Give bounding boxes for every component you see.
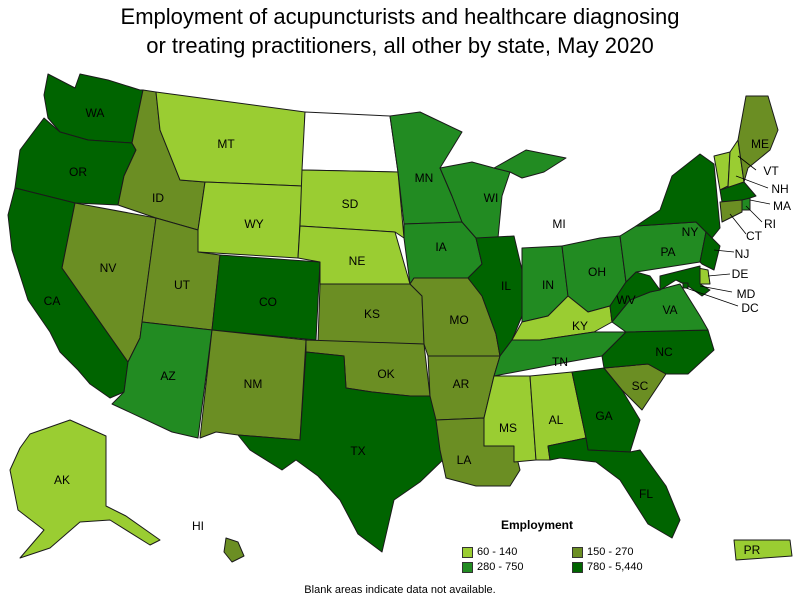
state-label-ct: CT: [746, 229, 763, 243]
state-label-tx: TX: [350, 444, 365, 458]
state-label-la: LA: [457, 453, 472, 467]
state-label-sd: SD: [342, 197, 359, 211]
state-label-ne: NE: [349, 254, 366, 268]
state-label-ny: NY: [682, 225, 699, 239]
state-label-sc: SC: [632, 379, 649, 393]
legend-swatch: [572, 546, 583, 558]
state-label-mi: MI: [552, 217, 565, 231]
state-label-ak: AK: [54, 473, 70, 487]
legend-swatch: [572, 561, 583, 573]
state-label-or: OR: [69, 165, 87, 179]
state-label-ca: CA: [44, 294, 61, 308]
state-label-mn: MN: [415, 171, 434, 185]
state-wy[interactable]: [197, 181, 303, 259]
legend-title: Employment: [500, 518, 573, 532]
state-tx[interactable]: [237, 351, 449, 553]
state-label-il: IL: [501, 279, 511, 293]
state-az[interactable]: [111, 321, 213, 439]
legend-item-60-140: 60 - 140: [462, 546, 572, 558]
legend-item-780-5440: 780 - 5,440: [572, 561, 682, 573]
legend-item-150-270: 150 - 270: [572, 546, 682, 558]
state-nd: [301, 111, 399, 173]
state-sd[interactable]: [299, 169, 405, 239]
state-label-me: ME: [751, 137, 769, 151]
title-line-2: or treating practitioners, all other by …: [146, 33, 654, 58]
state-label-ma: MA: [773, 199, 791, 213]
state-label-ar: AR: [453, 377, 470, 391]
state-label-ms: MS: [499, 421, 517, 435]
state-ak[interactable]: [9, 419, 161, 559]
state-label-ok: OK: [377, 367, 394, 381]
legend-swatch: [462, 546, 473, 558]
state-dc[interactable]: [682, 282, 689, 289]
state-label-fl: FL: [639, 487, 653, 501]
legend-label: 780 - 5,440: [587, 561, 643, 573]
state-ny[interactable]: [635, 153, 721, 239]
legend-items: 60 - 140 150 - 270 280 - 750 780 - 5,440: [462, 546, 662, 573]
state-label-nv: NV: [100, 261, 117, 275]
state-label-de: DE: [732, 267, 749, 281]
state-label-ut: UT: [174, 278, 191, 292]
state-label-va: VA: [662, 303, 677, 317]
state-label-hi: HI: [192, 519, 204, 533]
map-legend: Employment 60 - 140 150 - 270 280 - 750 …: [462, 518, 662, 573]
state-md[interactable]: [659, 265, 711, 297]
state-label-co: CO: [259, 295, 277, 309]
state-label-wv: WV: [616, 293, 635, 307]
state-label-md: MD: [737, 287, 756, 301]
state-ri[interactable]: [741, 197, 751, 211]
legend-swatch: [462, 561, 473, 573]
state-label-dc: DC: [741, 301, 759, 315]
state-label-ky: KY: [572, 319, 588, 333]
state-fl[interactable]: [547, 437, 681, 539]
state-label-pr: PR: [744, 543, 761, 557]
state-label-mo: MO: [449, 313, 468, 327]
state-label-mt: MT: [217, 137, 235, 151]
state-mi[interactable]: [493, 149, 567, 179]
state-label-id: ID: [152, 191, 164, 205]
title-line-1: Employment of acupuncturists and healthc…: [120, 4, 680, 29]
state-ct[interactable]: [719, 199, 743, 223]
state-label-nc: NC: [655, 345, 673, 359]
state-label-ri: RI: [764, 217, 776, 231]
state-label-nh: NH: [771, 182, 788, 196]
state-pr[interactable]: [733, 539, 793, 561]
state-nj[interactable]: [699, 231, 721, 271]
state-label-in: IN: [542, 278, 554, 292]
state-label-nj: NJ: [735, 247, 750, 261]
state-label-az: AZ: [160, 369, 175, 383]
state-wi[interactable]: [439, 161, 511, 239]
state-label-wi: WI: [484, 191, 499, 205]
state-label-pa: PA: [660, 245, 675, 259]
legend-label: 280 - 750: [477, 561, 524, 573]
state-label-ks: KS: [364, 307, 380, 321]
state-label-al: AL: [549, 413, 564, 427]
state-label-ia: IA: [435, 240, 446, 254]
legend-item-280-750: 280 - 750: [462, 561, 572, 573]
state-label-tn: TN: [552, 355, 568, 369]
map-title: Employment of acupuncturists and healthc…: [0, 2, 800, 60]
state-label-oh: OH: [588, 265, 606, 279]
state-label-wa: WA: [86, 106, 105, 120]
state-label-wy: WY: [244, 217, 263, 231]
state-label-nm: NM: [244, 377, 263, 391]
state-hi[interactable]: [223, 537, 245, 563]
footnote: Blank areas indicate data not available.: [304, 584, 496, 596]
state-label-ga: GA: [595, 409, 612, 423]
legend-label: 150 - 270: [587, 546, 634, 558]
legend-label: 60 - 140: [477, 546, 518, 558]
small-state-leader-lines: [685, 155, 771, 307]
state-label-vt: VT: [763, 164, 779, 178]
